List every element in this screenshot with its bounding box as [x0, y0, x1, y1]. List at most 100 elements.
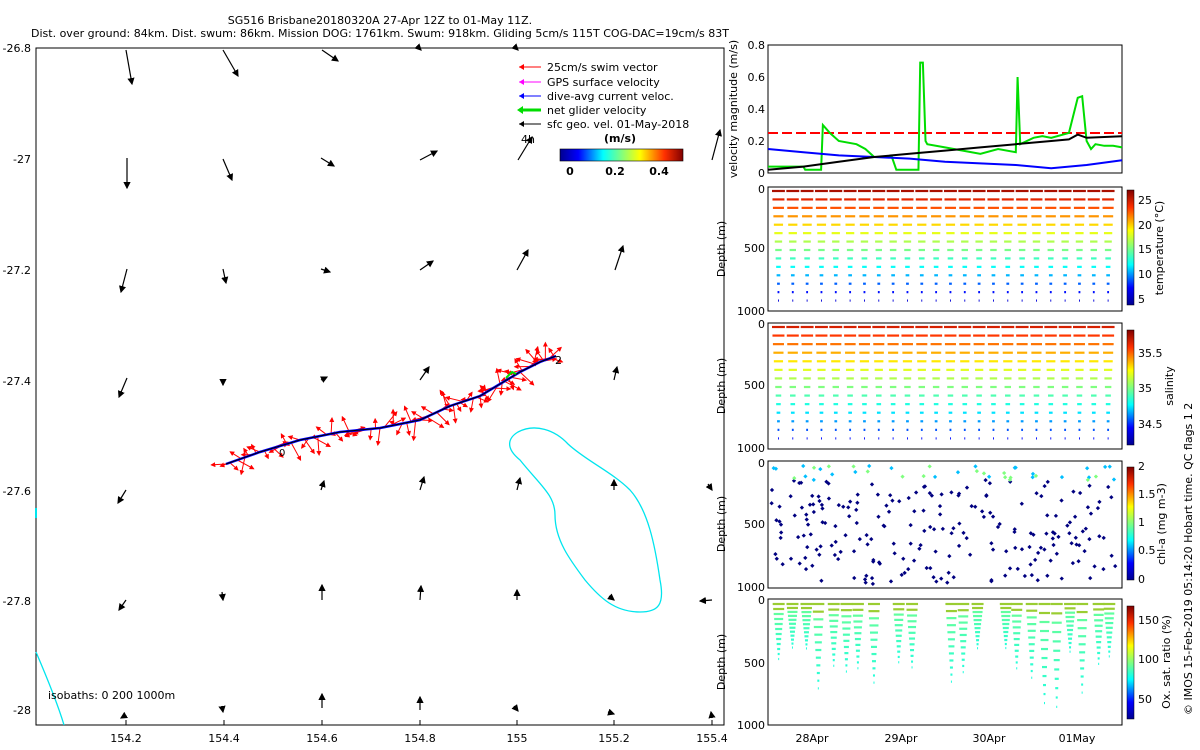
- chla-sample-dot: [889, 466, 894, 471]
- swim-vector: [476, 396, 489, 403]
- chla-sample-dot: [1039, 494, 1044, 499]
- swim-vector: [511, 376, 528, 382]
- chla-sample-dot: [1059, 474, 1065, 480]
- chla-sample-dot: [810, 563, 815, 568]
- chla-sample-dot: [1007, 477, 1013, 482]
- chla-sample-dot: [888, 579, 894, 584]
- chl-cb-tick: 1.5: [1138, 488, 1156, 501]
- chla-sample-dot: [819, 578, 824, 583]
- chla-sample-dot: [870, 581, 876, 586]
- chla-sample-dot: [818, 466, 823, 472]
- swim-vector: [406, 422, 412, 437]
- map-colorbar-tick: 0: [566, 165, 574, 178]
- swim-vector: [487, 385, 499, 403]
- chla-sample-dot: [1033, 473, 1039, 478]
- chla-sample-dot: [817, 552, 822, 557]
- isobaths-label: isobaths: 0 200 1000m: [48, 689, 175, 702]
- sal-ytick: 0: [758, 318, 765, 331]
- chla-sample-dot: [1051, 542, 1056, 548]
- label-4h: 4h: [521, 133, 535, 146]
- velocity-ylabel: velocity magnitude (m/s): [727, 40, 740, 178]
- chla-sample-dot: [797, 480, 802, 486]
- chl-ytick: 500: [744, 518, 765, 531]
- chla-sample-dot: [1003, 475, 1008, 480]
- chla-sample-dot: [951, 526, 956, 531]
- map-colorbar-unit: (m/s): [604, 132, 636, 145]
- chla-sample-dot: [981, 471, 987, 476]
- temp-cb-tick: 15: [1138, 243, 1152, 256]
- chl-ytick: 0: [758, 457, 765, 470]
- chla-sample-dot: [1093, 474, 1099, 479]
- chla-sample-dot: [924, 565, 929, 571]
- chla-sample-dot: [964, 535, 969, 541]
- chla-sample-dot: [826, 496, 832, 501]
- chla-sample-dot: [1067, 520, 1073, 525]
- chla-sample-dot: [777, 519, 782, 524]
- chla-sample-dot: [949, 490, 954, 495]
- chla-sample-dot: [1059, 576, 1064, 581]
- chla-sample-dot: [1113, 563, 1118, 569]
- chla-sample-dot: [820, 506, 825, 511]
- velocity-ytick: 0: [758, 167, 765, 180]
- chla-sample-dot: [805, 544, 810, 550]
- chla-sample-dot: [947, 553, 952, 559]
- temp-ytick: 500: [744, 242, 765, 255]
- chla-sample-dot: [1035, 550, 1041, 556]
- chla-sample-dot: [816, 494, 821, 499]
- chla-sample-dot: [912, 509, 917, 514]
- chla-sample-dot: [1042, 483, 1047, 489]
- chla-sample-dot: [945, 580, 950, 585]
- chla-sample-dot: [796, 535, 801, 540]
- chla-sample-dot: [957, 521, 962, 526]
- swim-vector: [246, 446, 261, 453]
- chl-cb-label: chl-a (mg m-3): [1155, 483, 1168, 565]
- chla-sample-dot: [838, 549, 843, 555]
- swim-vector: [280, 433, 288, 445]
- swim-vector: [498, 382, 504, 396]
- legend-dac-label: dive-avg current veloc.: [547, 90, 674, 103]
- swim-vector: [420, 406, 434, 415]
- chla-sample-dot: [1097, 499, 1102, 504]
- chla-sample-dot: [989, 541, 994, 546]
- imos-side-note: © IMOS 15-Feb-2019 05:14:20 Hobart time.…: [1182, 403, 1195, 715]
- glider-track-centerline: [225, 355, 557, 465]
- chla-sample-dot: [1069, 541, 1074, 546]
- chla-sample-dot: [928, 524, 933, 530]
- chla-sample-dot: [908, 523, 913, 528]
- chla-sample-dot: [777, 504, 782, 509]
- lat-tick-label: -27.6: [3, 485, 31, 498]
- chla-sample-dot: [1087, 536, 1092, 542]
- chla-sample-dot: [882, 524, 887, 529]
- swim-vector: [368, 428, 373, 441]
- chla-sample-dot: [917, 546, 922, 551]
- swim-vector: [403, 405, 412, 422]
- chla-sample-dot: [928, 566, 933, 571]
- chla-sample-dot: [803, 566, 809, 572]
- chla-sample-dot: [1101, 535, 1106, 541]
- lon-tick-label: 154.2: [110, 732, 142, 745]
- swim-vector: [514, 358, 523, 372]
- chla-sample-dot: [1107, 464, 1112, 469]
- chla-sample-dot: [987, 481, 993, 486]
- chla-sample-dot: [852, 575, 857, 581]
- chla-sample-dot: [967, 552, 973, 557]
- swim-vector: [315, 426, 327, 436]
- chla-sample-dot: [853, 469, 858, 475]
- ox-ytick: 0: [758, 594, 765, 607]
- chla-sample-dot: [932, 474, 938, 480]
- lat-tick-label: -27.2: [3, 264, 31, 277]
- chla-sample-dot: [791, 478, 797, 483]
- chla-sample-dot: [979, 509, 985, 514]
- chla-sample-dot: [833, 539, 838, 545]
- chla-sample-dot: [1059, 498, 1064, 503]
- chla-sample-dot: [892, 551, 897, 556]
- chl-cb-tick: 0.5: [1138, 544, 1156, 557]
- geo-velocity-arrows: [117, 43, 722, 719]
- chla-sample-dot: [939, 492, 944, 497]
- chla-sample-dot: [847, 514, 852, 519]
- chla-sample-dot: [891, 541, 896, 546]
- swim-vector: [251, 443, 257, 454]
- velocity-lines: [767, 61, 1123, 171]
- swim-vector: [335, 432, 344, 442]
